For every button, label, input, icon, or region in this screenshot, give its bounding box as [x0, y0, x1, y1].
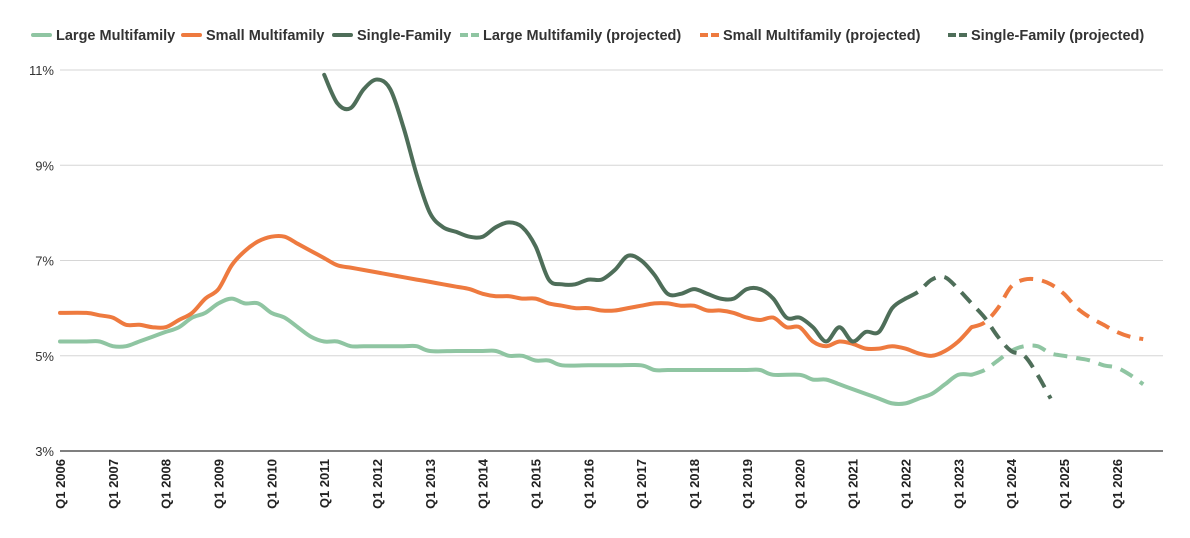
- x-tick-label: Q1 2019: [740, 459, 755, 509]
- y-tick-label: 5%: [35, 349, 54, 364]
- legend-label: Small Multifamily (projected): [723, 28, 921, 44]
- legend-item-single-family-projected: Single-Family (projected): [948, 28, 1144, 44]
- x-axis: Q1 2006 Q1 2007 Q1 2008 Q1 2009 Q1 2010 Q1 20…: [53, 458, 1125, 509]
- plot-area: [58, 72, 1145, 406]
- legend-item-single-family: Single-Family: [332, 28, 451, 44]
- y-axis: 11% 9% 7% 5% 3%: [29, 63, 54, 459]
- series-line-single-family-projected: [904, 274, 1053, 400]
- legend-label: Small Multifamily: [206, 28, 324, 44]
- x-tick-label: Q1 2024: [1004, 458, 1019, 509]
- y-tick-label: 7%: [35, 254, 54, 269]
- legend-item-large-multifamily-projected: Large Multifamily (projected): [460, 28, 681, 44]
- legend: Large Multifamily Small Multifamily Single…: [31, 28, 1144, 44]
- y-tick-label: 3%: [35, 444, 54, 459]
- series-line-small-multifamily: [58, 233, 974, 358]
- x-tick-label: Q1 2026: [1110, 459, 1125, 509]
- x-tick-label: Q1 2025: [1057, 459, 1072, 509]
- x-tick-label: Q1 2013: [423, 459, 438, 509]
- x-tick-label: Q1 2006: [53, 459, 68, 509]
- x-tick-label: Q1 2010: [264, 459, 279, 509]
- x-tick-label: Q1 2007: [106, 459, 121, 509]
- series-line-small-multifamily-projected: [970, 276, 1144, 342]
- x-tick-label: Q1 2022: [898, 459, 913, 509]
- x-tick-label: Q1 2023: [951, 459, 966, 509]
- series-line-large-multifamily: [58, 296, 974, 406]
- y-tick-label: 9%: [35, 158, 54, 173]
- legend-label: Single-Family: [357, 28, 451, 44]
- legend-item-small-multifamily-projected: Small Multifamily (projected): [700, 28, 921, 44]
- x-tick-label: Q1 2016: [581, 459, 596, 509]
- gridlines: [60, 69, 1163, 452]
- series-line-large-multifamily-projected: [970, 343, 1145, 386]
- x-tick-label: Q1 2014: [476, 458, 491, 509]
- legend-item-small-multifamily: Small Multifamily: [181, 28, 324, 44]
- x-tick-label: Q1 2015: [529, 459, 544, 509]
- x-tick-label: Q1 2021: [846, 459, 861, 509]
- legend-label: Single-Family (projected): [971, 28, 1144, 44]
- x-tick-label: Q1 2020: [793, 459, 808, 509]
- legend-label: Large Multifamily (projected): [483, 28, 681, 44]
- x-tick-label: Q1 2008: [159, 459, 174, 509]
- legend-label: Large Multifamily: [56, 28, 175, 44]
- x-tick-label: Q1 2011: [317, 459, 332, 508]
- x-tick-label: Q1 2012: [370, 459, 385, 509]
- x-tick-label: Q1 2017: [634, 459, 649, 509]
- legend-item-large-multifamily: Large Multifamily: [31, 28, 175, 44]
- x-tick-label: Q1 2018: [687, 459, 702, 509]
- x-tick-label: Q1 2009: [212, 459, 227, 509]
- series-line-single-family: [322, 72, 908, 344]
- y-tick-label: 11%: [29, 63, 54, 78]
